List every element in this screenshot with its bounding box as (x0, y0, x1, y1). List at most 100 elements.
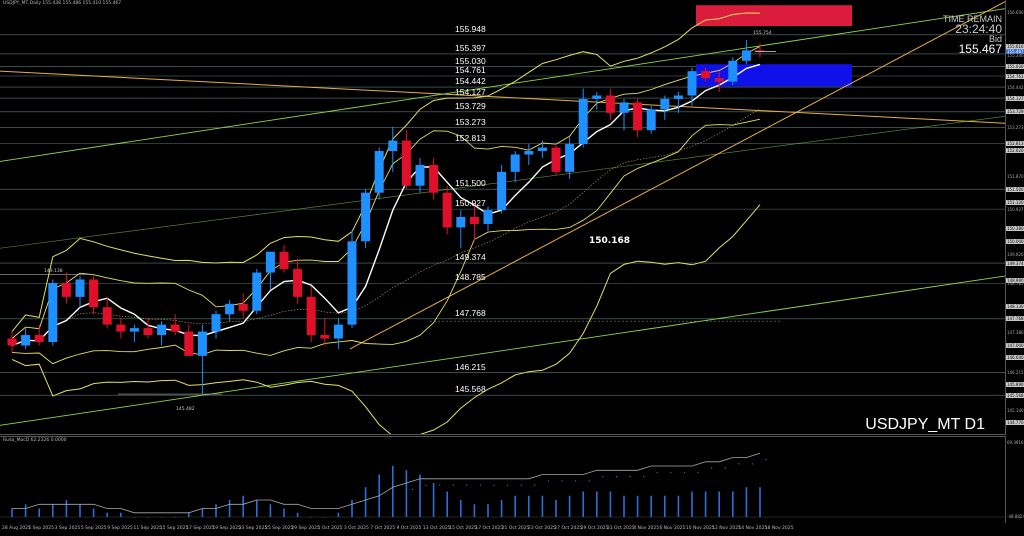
time-remain-value: 23:24:40 (955, 22, 1002, 36)
time-axis-tick: 19 Sep 2025 (212, 526, 241, 531)
candle-body (184, 331, 194, 356)
candle (415, 157, 425, 193)
osc-signal-line (12, 452, 761, 514)
price-scale-tick: 151.120 (1006, 199, 1024, 205)
time-axis-tick: 18 Nov 2025 (764, 526, 794, 531)
candle-body (633, 102, 643, 131)
lower-band (11, 204, 761, 434)
candle (524, 144, 534, 165)
candle (388, 126, 398, 172)
time-axis-tick: 25 Sep 2025 (265, 526, 294, 531)
candle-body (456, 217, 466, 228)
time-axis-tick: 23 Oct 2025 (528, 526, 556, 531)
candle-body (673, 95, 683, 99)
candle-body (279, 251, 289, 270)
osc-signal-dot (547, 480, 550, 482)
price-scale-tick: 155.610 (1006, 44, 1024, 50)
candle-body (293, 269, 303, 297)
candle-body (34, 335, 44, 342)
osc-histogram-bar (215, 504, 217, 517)
time-axis-tick: 11 Sep 2025 (133, 526, 163, 531)
time-axis-tick: 9 Sep 2025 (107, 526, 133, 531)
osc-histogram-bar (432, 483, 435, 517)
oscillator-chart[interactable] (0, 437, 1005, 523)
level-label: 155.030 (455, 55, 486, 66)
price-chart[interactable] (0, 0, 1005, 434)
osc-histogram-bar (650, 495, 652, 517)
time-axis-tick: 15 Oct 2025 (449, 526, 477, 531)
candle-body (687, 71, 697, 96)
candle-body (89, 279, 99, 308)
candle (61, 272, 71, 304)
candle (673, 92, 683, 113)
candle-body (429, 164, 439, 193)
candle (374, 147, 384, 200)
oscillator-info: Ruda_MacD 62.2326 0.0000 (3, 438, 67, 443)
time-axis-tick: 5 Sep 2025 (80, 526, 107, 531)
candle (34, 324, 44, 346)
osc-histogram-bar (446, 491, 448, 517)
candle (225, 300, 235, 322)
candle-body (660, 98, 670, 110)
candle-body (537, 147, 547, 152)
supply-zone-box (696, 5, 852, 27)
candle-body (170, 324, 180, 332)
candle-body (401, 140, 411, 186)
trend-line (0, 70, 1005, 124)
time-axis-tick: 14 Nov 2025 (738, 526, 768, 531)
time-axis-tick: 1 Sep 2025 (28, 526, 54, 531)
osc-histogram-bar (242, 495, 244, 517)
osc-signal-dot (683, 471, 686, 473)
osc-signal-dot (493, 484, 495, 486)
osc-histogram-bar (269, 504, 272, 517)
price-pane[interactable]: USDJPY_MT,Daily 155.438 155.486 155.410 … (0, 0, 1006, 435)
candle (252, 269, 262, 315)
candle-body (225, 303, 235, 315)
candle-body (646, 109, 656, 131)
candle-body (306, 296, 316, 336)
time-axis-tick: 17 Sep 2025 (186, 526, 215, 531)
trend-line (0, 275, 1005, 426)
candle-body (701, 71, 711, 79)
candle (347, 230, 357, 329)
time-axis-tick: 4 Nov 2025 (633, 526, 660, 531)
candle (442, 185, 452, 235)
price-scale-tick: 155.030 (1006, 64, 1024, 70)
candle-body (469, 217, 479, 224)
level-label: 153.729 (455, 100, 486, 111)
candle (469, 203, 479, 242)
candle-body (510, 154, 520, 172)
candle (456, 210, 466, 249)
candle-body (442, 192, 452, 228)
osc-histogram-bar (541, 495, 544, 517)
candle (565, 137, 575, 179)
candle-body (374, 151, 384, 193)
candle-body (388, 140, 398, 152)
time-axis[interactable]: 28 Aug 2025 1 Sep 2025 3 Sep 2025 5 Sep 202… (0, 524, 1005, 536)
price-scale-tick: 144.770 (1006, 420, 1024, 426)
time-remain-label: TIME REMAIN (942, 14, 1002, 24)
candle (333, 317, 343, 349)
candle (279, 244, 289, 273)
trend-line (0, 8, 1005, 162)
candle (619, 98, 629, 131)
candle (197, 324, 207, 395)
bid-value: 155.467 (958, 42, 1002, 56)
low-tag: 150.168 (588, 236, 631, 246)
osc-histogram-bar (337, 512, 340, 517)
osc-histogram-bar (677, 495, 680, 517)
candle (320, 317, 330, 346)
osc-signal-dot (615, 476, 618, 478)
osc-signal-dot (765, 459, 767, 461)
price-scale[interactable]: 156.600 155.610 155.467 155.340 155.030 154.7… (1006, 0, 1024, 522)
symbol-label: USDJPY_MT D1 (865, 416, 985, 433)
oscillator-pane[interactable] (0, 436, 1006, 523)
header-info: USDJPY_MT,Daily 155.438 155.486 155.410 … (3, 1, 122, 6)
candle-body (755, 50, 765, 52)
time-axis-tick: 21 Oct 2025 (501, 526, 530, 531)
osc-histogram-bar (188, 512, 190, 517)
candle-body (129, 328, 139, 332)
time-axis-tick: 10 Nov 2025 (685, 526, 715, 531)
candle-body (333, 324, 343, 339)
